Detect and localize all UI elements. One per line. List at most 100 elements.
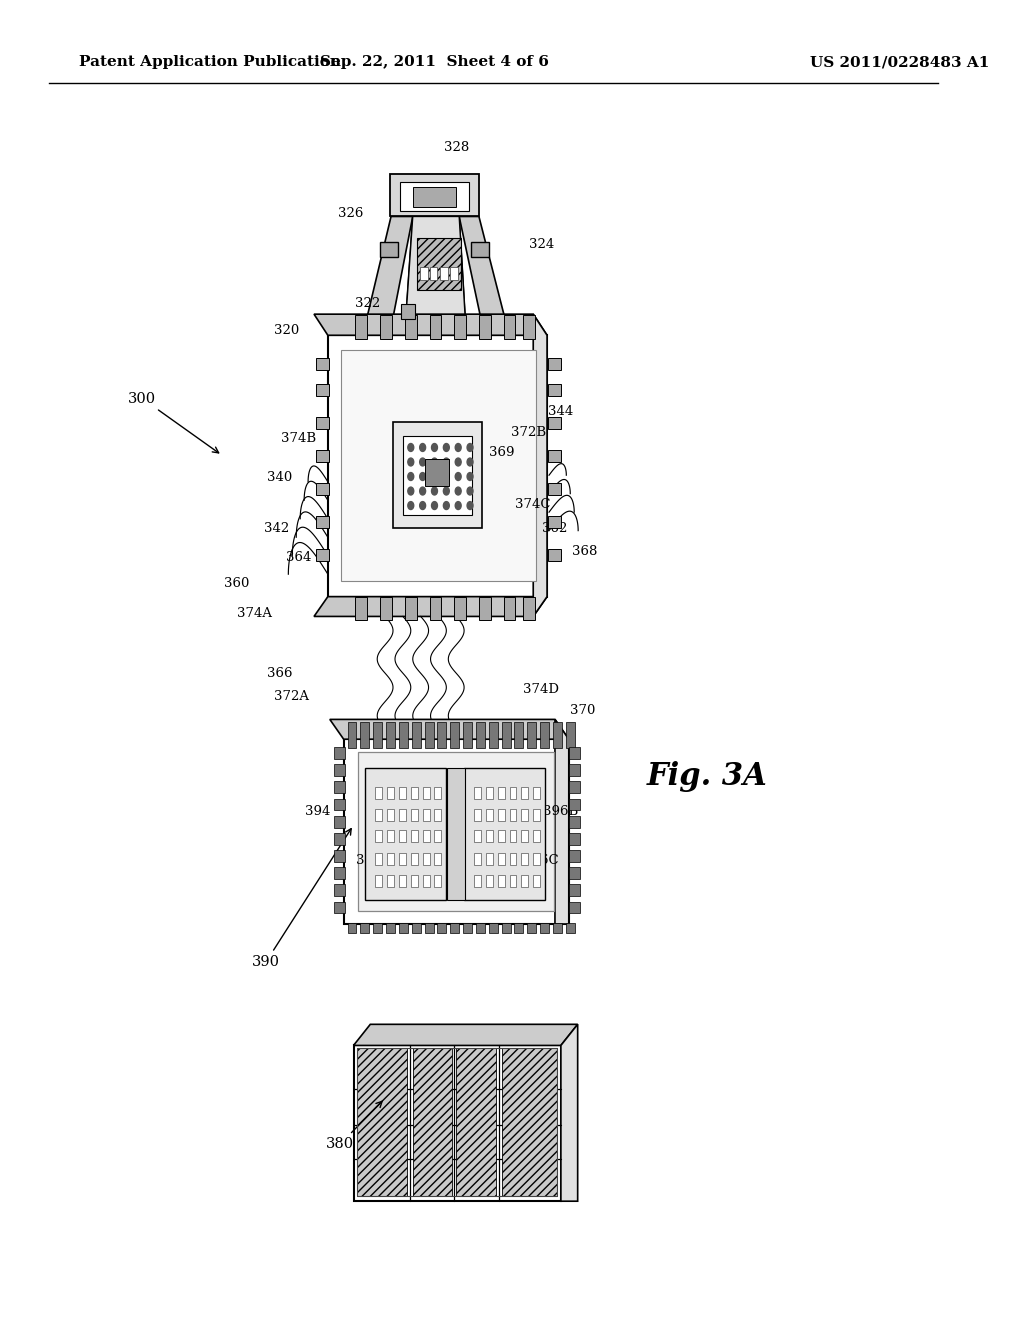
Bar	[411, 787, 418, 799]
Bar	[316, 417, 329, 429]
Circle shape	[408, 473, 414, 480]
Bar	[451, 722, 459, 748]
Text: 390: 390	[252, 829, 351, 969]
Bar	[568, 816, 580, 828]
Bar	[534, 787, 540, 799]
Circle shape	[467, 458, 473, 466]
Bar	[457, 1048, 496, 1196]
Bar	[411, 875, 418, 887]
Bar	[402, 436, 472, 515]
Bar	[548, 358, 561, 370]
Bar	[434, 853, 441, 865]
Circle shape	[420, 458, 426, 466]
Bar	[387, 830, 394, 842]
Bar	[463, 923, 472, 933]
Bar	[425, 722, 433, 748]
Polygon shape	[364, 216, 413, 333]
Bar	[568, 867, 580, 879]
Bar	[423, 830, 429, 842]
Bar	[553, 722, 562, 748]
Bar	[429, 597, 441, 620]
Bar	[485, 809, 493, 821]
Polygon shape	[353, 1024, 578, 1045]
Text: 394: 394	[305, 805, 331, 818]
Bar	[521, 875, 528, 887]
Bar	[316, 483, 329, 495]
Text: 374B: 374B	[281, 432, 315, 445]
Bar	[434, 787, 441, 799]
Bar	[498, 875, 505, 887]
Bar	[412, 923, 421, 933]
Polygon shape	[459, 216, 509, 333]
Bar	[434, 875, 441, 887]
Bar	[399, 787, 406, 799]
Circle shape	[456, 502, 461, 510]
Bar	[474, 787, 481, 799]
Polygon shape	[330, 719, 568, 739]
Bar	[411, 853, 418, 865]
Bar	[514, 722, 523, 748]
Bar	[510, 809, 516, 821]
Bar	[568, 902, 580, 913]
Bar	[440, 267, 449, 280]
Bar	[390, 174, 479, 216]
Bar	[399, 722, 408, 748]
Bar	[474, 875, 481, 887]
Bar	[540, 722, 549, 748]
Bar	[375, 787, 382, 799]
Bar	[429, 267, 437, 280]
Bar	[527, 722, 537, 748]
Bar	[316, 450, 329, 462]
Bar	[328, 335, 547, 597]
Circle shape	[431, 458, 437, 466]
Bar	[485, 875, 493, 887]
Text: Fig. 3A: Fig. 3A	[647, 762, 768, 792]
Text: 342: 342	[264, 521, 289, 535]
Bar	[316, 516, 329, 528]
Text: 322: 322	[354, 297, 380, 310]
Bar	[502, 923, 511, 933]
Circle shape	[443, 502, 450, 510]
Circle shape	[443, 473, 450, 480]
Bar	[534, 830, 540, 842]
Bar	[568, 850, 580, 862]
Circle shape	[431, 487, 437, 495]
Bar	[334, 902, 345, 913]
Bar	[548, 450, 561, 462]
Bar	[464, 768, 545, 900]
Circle shape	[408, 458, 414, 466]
Bar	[360, 722, 370, 748]
Bar	[344, 739, 568, 924]
Bar	[437, 722, 446, 748]
Bar	[498, 853, 505, 865]
Bar	[521, 830, 528, 842]
Text: 374D: 374D	[523, 682, 559, 696]
Bar	[485, 830, 493, 842]
Bar	[510, 830, 516, 842]
Bar	[413, 187, 457, 207]
Bar	[357, 1048, 407, 1196]
Text: 374C: 374C	[515, 498, 551, 511]
Bar	[360, 923, 370, 933]
Bar	[548, 417, 561, 429]
Text: 328: 328	[443, 141, 469, 154]
Circle shape	[431, 502, 437, 510]
Polygon shape	[555, 719, 568, 924]
Bar	[404, 597, 417, 620]
Bar	[451, 923, 459, 933]
Text: 369: 369	[488, 446, 514, 459]
Bar	[504, 597, 515, 620]
Bar	[523, 315, 536, 339]
Bar	[534, 809, 540, 821]
Bar	[375, 809, 382, 821]
Bar	[568, 781, 580, 793]
Bar	[548, 516, 561, 528]
Bar	[387, 853, 394, 865]
Bar	[474, 809, 481, 821]
Polygon shape	[314, 597, 547, 616]
Bar	[374, 722, 382, 748]
Bar	[447, 768, 465, 900]
Bar	[434, 830, 441, 842]
Circle shape	[431, 444, 437, 451]
Bar	[471, 242, 488, 257]
